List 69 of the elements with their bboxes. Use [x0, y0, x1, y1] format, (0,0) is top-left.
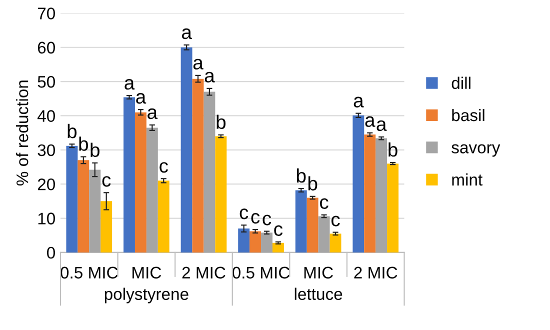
data-label: c: [262, 214, 272, 226]
legend-label: dill: [452, 76, 470, 89]
bar: [238, 228, 250, 252]
x-tick-label: 2 MIC: [354, 266, 398, 279]
data-label: a: [182, 28, 192, 40]
bar: [158, 180, 170, 252]
data-label: a: [148, 108, 158, 120]
bar: [295, 190, 307, 252]
bar: [78, 160, 90, 252]
legend-label: basil: [452, 108, 484, 122]
bar: [330, 234, 342, 252]
data-label: c: [160, 162, 168, 173]
data-label: b: [79, 136, 88, 151]
y-axis-title: % of reduction: [16, 80, 28, 186]
data-label: b: [308, 176, 318, 191]
bar: [204, 92, 216, 252]
bar: [261, 232, 272, 252]
x-tick-label: 2 MIC: [182, 266, 226, 279]
bar: [250, 231, 262, 252]
bar: [192, 78, 204, 252]
bar: [318, 216, 330, 252]
bar: [364, 134, 376, 252]
data-label: b: [296, 168, 306, 183]
data-label: c: [240, 208, 248, 220]
x-tick-label: 0.5 MIC: [60, 266, 118, 279]
data-label: a: [124, 79, 135, 90]
bar: [352, 115, 364, 252]
y-tick-label: 0: [47, 246, 55, 259]
y-tick-label: 30: [38, 144, 55, 156]
data-label: c: [274, 225, 283, 236]
data-label: a: [136, 93, 146, 104]
data-label: c: [320, 198, 328, 209]
data-label: c: [102, 176, 111, 187]
data-label: c: [331, 216, 340, 226]
y-tick-label: 20: [38, 178, 55, 190]
x-tick-label: MIC: [132, 266, 162, 279]
legend-label: mint: [452, 173, 482, 186]
data-label: a: [376, 120, 387, 132]
y-tick-label: 50: [38, 76, 55, 88]
bar: [306, 198, 318, 252]
data-label: a: [193, 58, 204, 70]
bar: [89, 170, 101, 252]
bar: [376, 138, 388, 252]
text: polystyrene: [104, 288, 188, 304]
bar: [146, 128, 158, 252]
y-tick-label: 60: [38, 42, 55, 54]
data-label: a: [365, 116, 376, 127]
data-label: a: [354, 96, 364, 108]
y-tick-label: 40: [37, 110, 55, 122]
data-label: b: [90, 142, 100, 158]
y-tick-label: 70: [38, 8, 55, 20]
bar: [180, 47, 192, 252]
data-label: b: [216, 114, 226, 129]
bar: [66, 146, 78, 252]
data-label: b: [68, 124, 77, 138]
x-tick-label: 0.5 MIC: [232, 266, 290, 279]
data-label: b: [388, 142, 398, 157]
bar: [387, 164, 399, 252]
bar: [272, 242, 284, 252]
bar: [215, 136, 227, 252]
x-tick-label: MIC: [304, 266, 333, 279]
bar: [100, 201, 112, 252]
bar: [134, 112, 146, 252]
legend-label: savory: [452, 144, 500, 157]
data-label: c: [251, 213, 260, 224]
text: lettuce: [294, 288, 342, 300]
bar: [124, 97, 135, 252]
data-label: a: [204, 72, 215, 82]
y-tick-label: 10: [38, 212, 55, 224]
